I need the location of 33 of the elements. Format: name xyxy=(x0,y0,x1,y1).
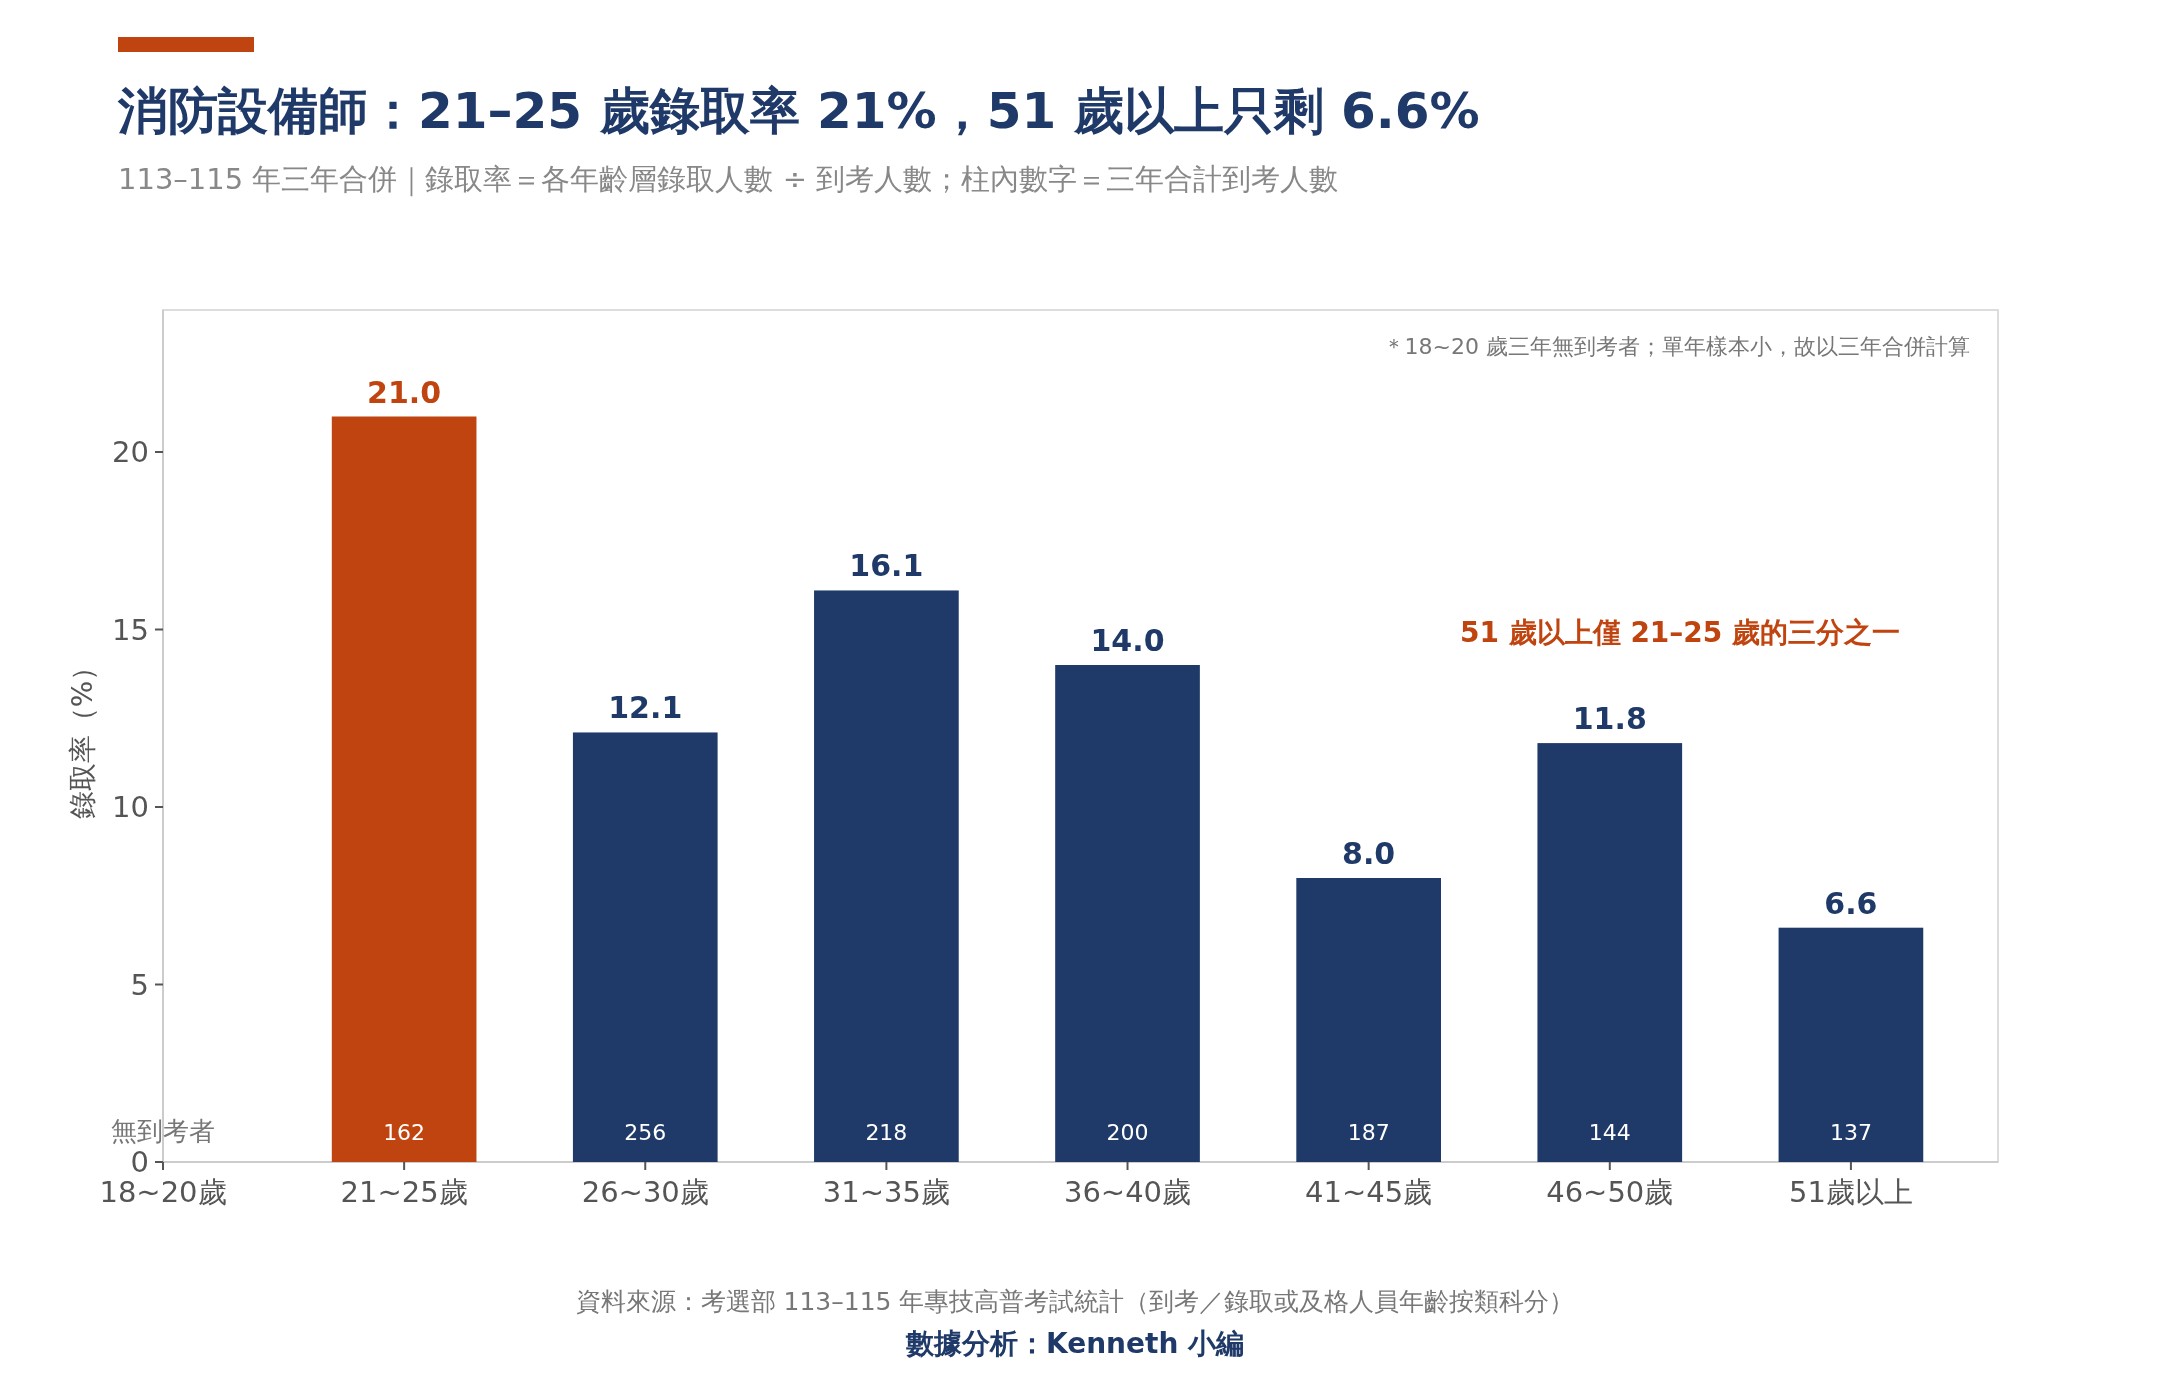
annotation: 218 xyxy=(865,1120,908,1145)
source-note: 資料來源：考選部 113–115 年專技高普考試統計（到考／錄取或及格人員年齡按類科分） xyxy=(575,1287,1575,1316)
x-tick-label: 46~50歲 xyxy=(1546,1175,1674,1209)
x-tick-label: 31~35歲 xyxy=(822,1175,950,1209)
y-axis-title: 錄取率（%） xyxy=(66,652,99,820)
x-tick-label: 21~25歲 xyxy=(340,1175,468,1209)
y-tick-label: 5 xyxy=(130,967,149,1002)
y-tick-label: 10 xyxy=(112,790,149,824)
annotation: 137 xyxy=(1829,1120,1872,1145)
y-tick-label: 15 xyxy=(112,612,149,647)
data-label: 14.0 xyxy=(1090,623,1165,658)
data-label: 12.1 xyxy=(608,690,683,726)
annotation: 256 xyxy=(624,1120,667,1145)
chart-subtitle: 113–115 年三年合併｜錄取率＝各年齡層錄取人數 ÷ 到考人數；柱內數字＝三年合計到考人數 xyxy=(118,162,1339,197)
data-label: 6.6 xyxy=(1824,885,1878,921)
annotation: 51 歲以上僅 21–25 歲的三分之一 xyxy=(1459,616,1901,649)
annotation: 200 xyxy=(1106,1120,1149,1145)
data-label: 11.8 xyxy=(1572,701,1647,737)
data-label: 21.0 xyxy=(367,374,442,410)
annotation: 144 xyxy=(1588,1120,1631,1145)
x-tick-label: 51歲以上 xyxy=(1788,1175,1913,1209)
text: 數據分析：Kenneth 小編 xyxy=(904,1327,1245,1360)
x-tick-label: 41~45歲 xyxy=(1305,1175,1433,1209)
x-tick-label: 36~40歲 xyxy=(1063,1175,1192,1209)
data-label: 8.0 xyxy=(1342,836,1396,871)
annotation: 無到考者 xyxy=(111,1116,215,1146)
data-label: 16.1 xyxy=(849,548,924,584)
chart-title: 消防設備師：21–25 歲錄取率 21%，51 歲以上只剩 6.6% xyxy=(117,82,1480,140)
annotation: 187 xyxy=(1347,1120,1390,1145)
y-tick-label: 20 xyxy=(112,435,149,469)
x-tick-label: 26~30歲 xyxy=(581,1175,709,1209)
annotation: ＊18~20 歲三年無到考者；單年樣本小，故以三年合併計算 xyxy=(1382,334,1970,359)
annotation: 162 xyxy=(383,1120,426,1145)
